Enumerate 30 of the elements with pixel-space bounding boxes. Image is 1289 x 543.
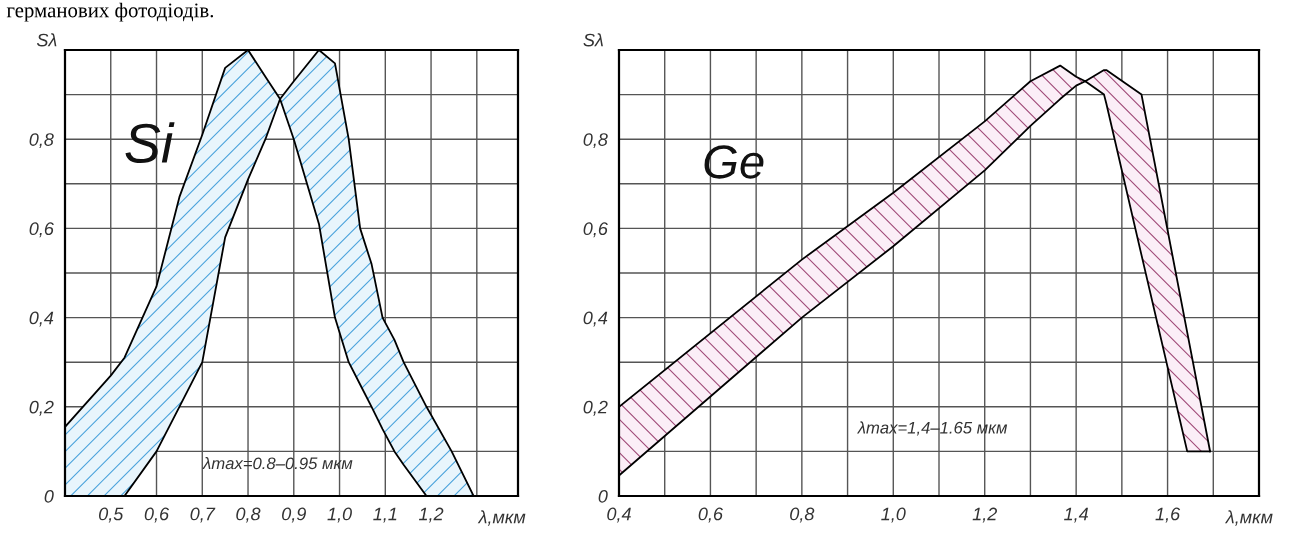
text: германових фотодіодів. xyxy=(6,2,214,22)
x-tick-label: 1,0 xyxy=(327,507,352,523)
y-tick-label: 0,4 xyxy=(583,311,608,327)
y-tick-label: 0,2 xyxy=(29,400,54,416)
x-axis-title: λ,мкм xyxy=(1224,510,1273,526)
x-tick-label: 0,7 xyxy=(190,507,216,523)
x-tick-label: 1,6 xyxy=(1155,507,1181,523)
y-tick-label: 0,2 xyxy=(583,400,608,416)
x-tick-label: 0,8 xyxy=(790,507,815,523)
y-tick-label: 0,8 xyxy=(29,133,54,149)
x-tick-label: 1,4 xyxy=(1064,507,1089,523)
y-tick-label: 0,4 xyxy=(29,311,54,327)
x-tick-label: 0,6 xyxy=(698,507,723,523)
x-tick-label: 0,5 xyxy=(98,507,124,523)
y-axis-title: Sλ xyxy=(36,33,57,47)
x-tick-label: 1,0 xyxy=(881,507,906,523)
x-tick-label: 1,2 xyxy=(418,507,444,523)
x-tick-label: 0,8 xyxy=(236,507,261,523)
y-tick-label: 0 xyxy=(44,489,54,503)
x-tick-label: 0,4 xyxy=(607,507,631,523)
x-tick-label: 0,9 xyxy=(282,507,306,523)
x-tick-label: 1,2 xyxy=(972,507,997,523)
x-tick-label: 1,1 xyxy=(373,507,397,523)
x-axis-title: λ,мкм xyxy=(477,510,526,526)
y-tick-label: 0,6 xyxy=(29,222,54,238)
y-tick-label: 0,8 xyxy=(583,133,608,149)
y-tick-label: 0,6 xyxy=(583,222,608,238)
x-tick-label: 0,6 xyxy=(144,507,170,523)
y-tick-label: 0 xyxy=(598,489,608,503)
y-axis-title: Sλ xyxy=(583,33,603,47)
